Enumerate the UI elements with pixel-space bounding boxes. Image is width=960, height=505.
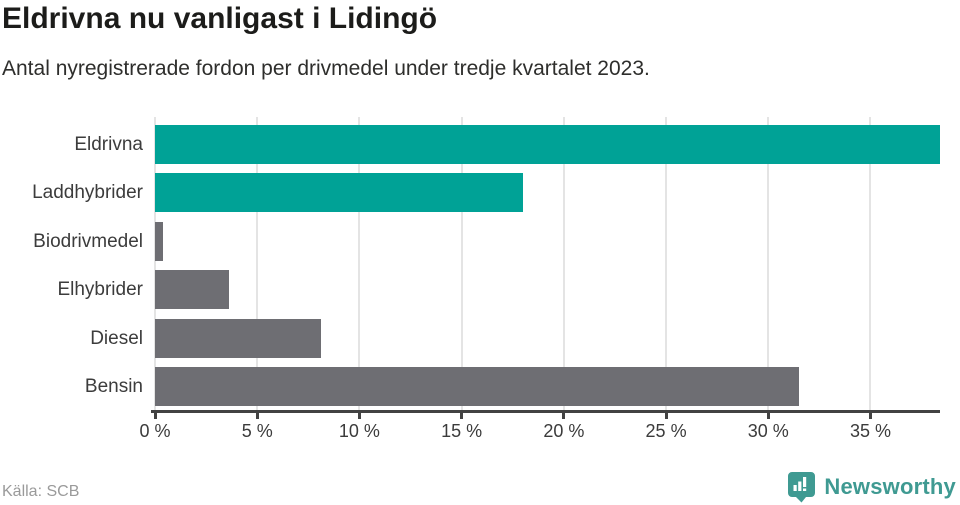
bar-label: Eldrivna [74, 133, 143, 155]
gridline [358, 117, 361, 410]
x-axis-tick-label: 5 % [241, 421, 273, 441]
brand-logo: Newsworthy [787, 471, 956, 503]
bar-label: Bensin [84, 376, 143, 397]
x-axis-tick-label: 15 % [441, 421, 483, 441]
gridline [256, 117, 259, 410]
x-axis-tick [664, 413, 668, 419]
x-axis-tick [357, 413, 361, 419]
bar [155, 173, 523, 212]
newsworthy-pin-icon [787, 471, 816, 503]
bar-label: Elhybrider [57, 279, 143, 300]
x-axis-tick-label: 25 % [645, 421, 687, 441]
plot-area: Eldrivna Laddhybrider Biodrivmedel Elhybrid… [32, 117, 940, 441]
brand-name: Newsworthy [824, 474, 956, 499]
chart-title: Eldrivna nu vanligast i Lidingö [2, 2, 438, 35]
bar-label: Biodrivmedel [33, 230, 143, 252]
x-axis-tick [562, 413, 566, 419]
bar [155, 318, 321, 358]
bar-label: Laddhybrider [32, 182, 143, 203]
x-axis-tick-label: 20 % [543, 421, 585, 441]
x-axis-tick [153, 413, 157, 419]
x-axis-tick [868, 413, 872, 419]
bar [155, 367, 799, 406]
x-axis-tick [460, 413, 464, 419]
bar [155, 270, 229, 309]
chart-subtitle: Antal nyregistrerade fordon per drivmede… [2, 57, 650, 80]
source-label: Källa: SCB [2, 483, 80, 500]
bar [155, 124, 940, 164]
gridline [460, 117, 463, 410]
gridline [665, 117, 668, 410]
gridline [154, 117, 156, 410]
x-axis-tick-label: 0 % [139, 421, 171, 441]
x-axis-tick [766, 413, 770, 419]
gridline [562, 117, 565, 410]
gridline [767, 117, 770, 410]
gridline [869, 117, 872, 410]
x-axis-tick-label: 10 % [338, 421, 380, 441]
x-axis-line [151, 410, 940, 413]
bar [155, 221, 164, 261]
bar-label: Diesel [90, 327, 143, 349]
x-axis-tick [255, 413, 259, 419]
x-axis-tick-label: 30 % [747, 421, 789, 441]
x-axis-tick-label: 35 % [849, 421, 891, 441]
